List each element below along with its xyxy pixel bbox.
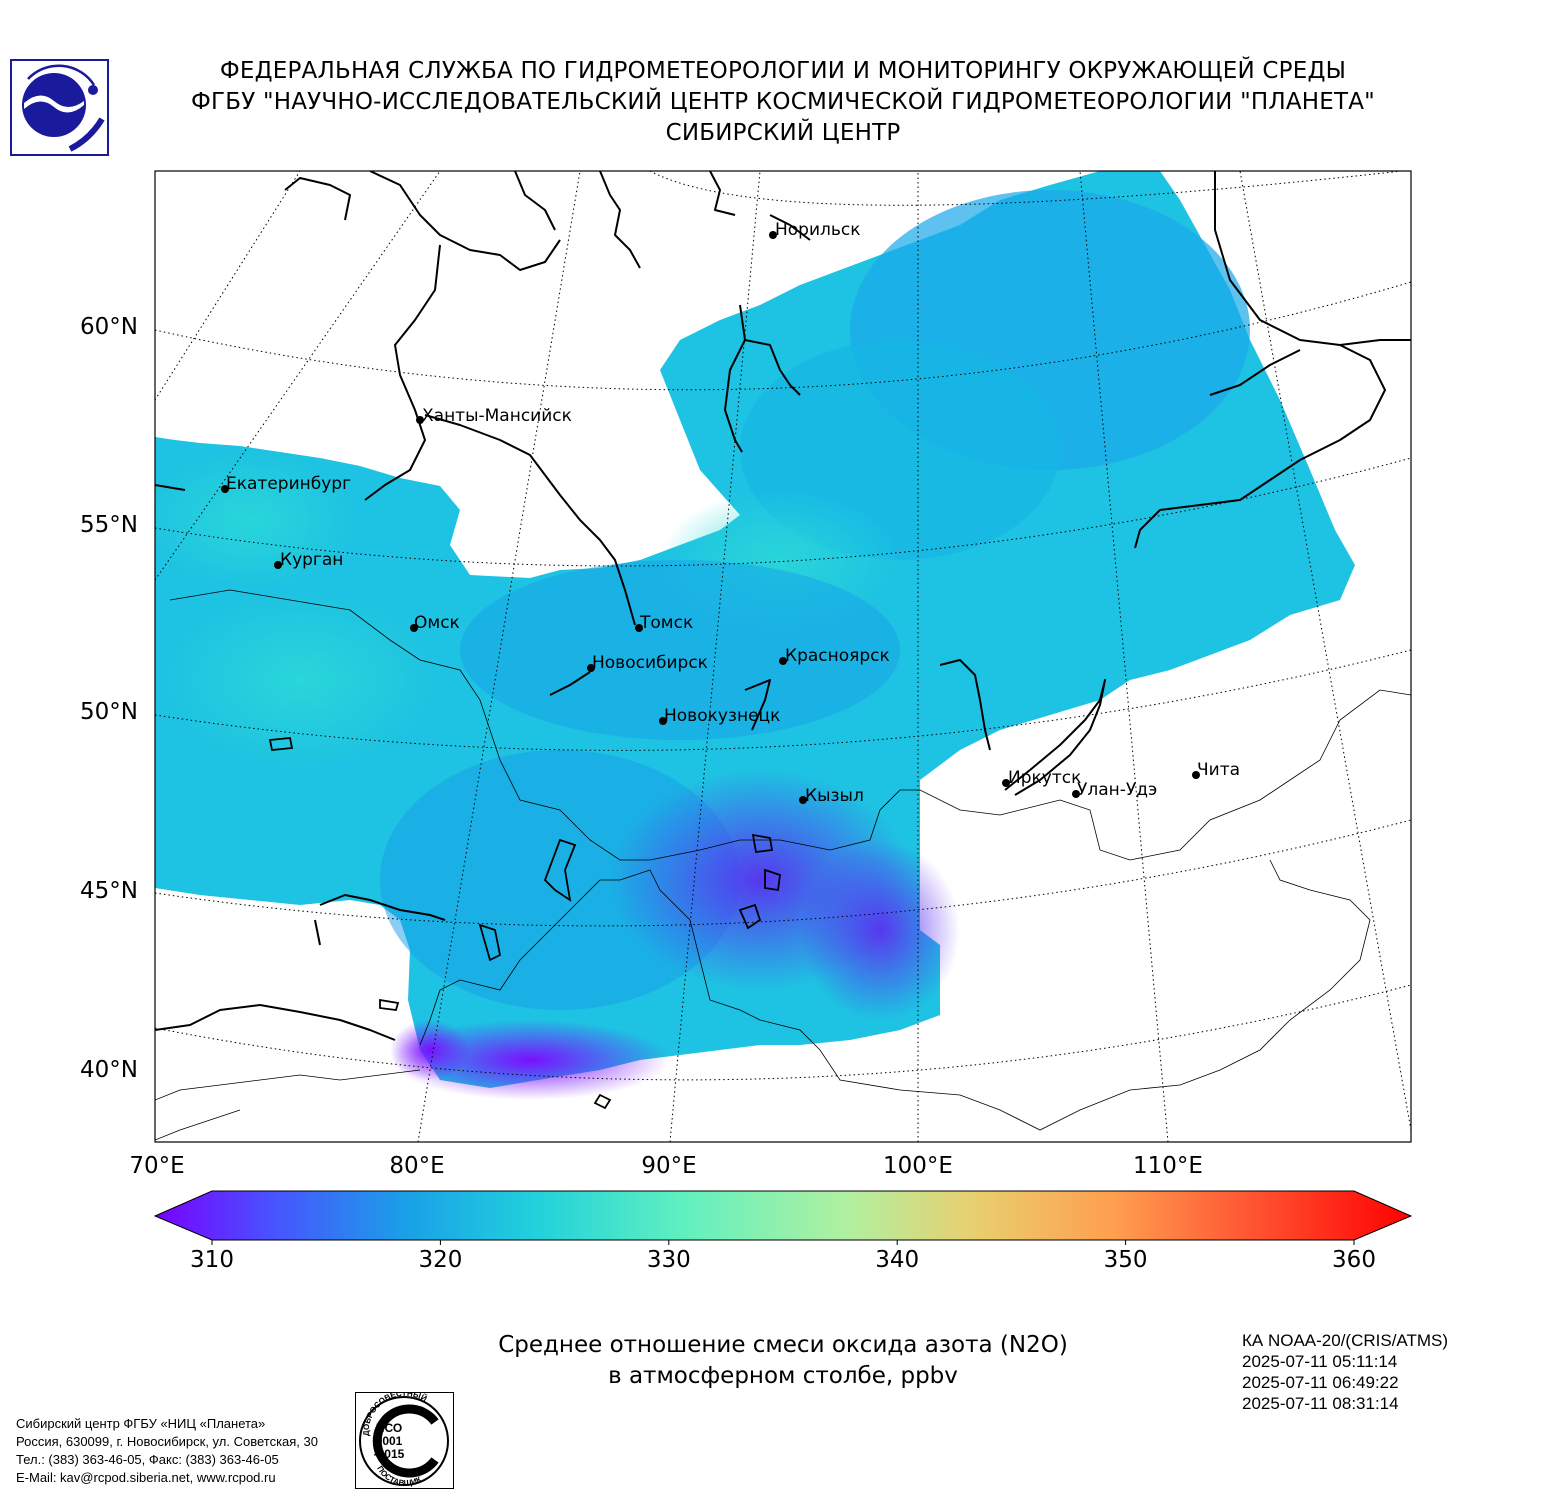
graticule-meridians <box>155 171 1411 1142</box>
caption-line-1: Среднее отношение смеси оксида азота (N2… <box>498 1332 1068 1358</box>
lat-label-40: 40°N <box>80 1057 138 1083</box>
iso-certification-stamp: ДОБРОСОВЕСТНЫЙ ПОСТАВЩИК ИСО 9001 -2015 <box>355 1392 454 1489</box>
city-label-norilsk: Норильск <box>775 220 861 240</box>
city-label-novosibirsk: Новосибирск <box>592 653 708 673</box>
colorbar-tick-label-360: 360 <box>1332 1247 1376 1273</box>
colorbar-tick-label-350: 350 <box>1104 1247 1148 1273</box>
figure-caption: Среднее отношение смеси оксида азота (N2… <box>383 1330 1183 1392</box>
city-markers: Норильск Ханты-Мансийск Екатеринбург Кур… <box>221 220 1240 806</box>
colorbar-tick-label-320: 320 <box>418 1247 462 1273</box>
map-plot-area <box>155 171 1411 1142</box>
iso-line-1: ИСО <box>376 1421 402 1435</box>
map-figure: 60°N 55°N 50°N 45°N 40°N 70°E 80°E 90°E … <box>80 170 1413 1273</box>
city-label-ekaterinburg: Екатеринбург <box>226 474 351 494</box>
lat-label-55: 55°N <box>80 512 138 538</box>
lon-label-110: 110°E <box>1133 1153 1203 1179</box>
lon-label-100: 100°E <box>883 1153 953 1179</box>
satellite-info: КА NOAA-20/(CRIS/ATMS) 2025-07-11 05:11:… <box>1242 1330 1448 1414</box>
map-frame <box>154 170 1412 1143</box>
colorbar-tick-label-310: 310 <box>190 1247 234 1273</box>
lat-label-60: 60°N <box>80 314 138 340</box>
lon-label-70: 70°E <box>129 1153 184 1179</box>
longitude-labels: 70°E 80°E 90°E 100°E 110°E <box>129 1153 1203 1179</box>
iso-line-2: 9001 <box>376 1434 403 1448</box>
satellite-name: КА NOAA-20/(CRIS/ATMS) <box>1242 1331 1449 1350</box>
colorbar-gradient <box>153 1190 1413 1241</box>
city-label-tomsk: Томск <box>639 613 693 633</box>
lakes <box>268 737 781 1110</box>
city-label-omsk: Омск <box>414 613 460 633</box>
contact-info: Сибирский центр ФГБУ «НИЦ «Планета» Росс… <box>16 1415 318 1487</box>
header-line-1: ФЕДЕРАЛЬНАЯ СЛУЖБА ПО ГИДРОМЕТЕОРОЛОГИИ … <box>219 58 1347 84</box>
latitude-labels: 60°N 55°N 50°N 45°N 40°N <box>80 314 138 1083</box>
city-label-novokuznetsk: Новокузнецк <box>664 706 780 726</box>
satellite-time-3: 2025-07-11 08:31:14 <box>1242 1394 1399 1413</box>
colorbar-tick-label-340: 340 <box>875 1247 919 1273</box>
lon-label-90: 90°E <box>641 1153 696 1179</box>
city-label-irkutsk: Иркутск <box>1008 768 1081 788</box>
planeta-logo-icon <box>10 59 109 156</box>
header-title-block: ФЕДЕРАЛЬНАЯ СЛУЖБА ПО ГИДРОМЕТЕОРОЛОГИИ … <box>120 56 1446 149</box>
header-line-3: СИБИРСКИЙ ЦЕНТР <box>665 120 901 146</box>
contact-line-3: Тел.: (383) 363-46-05, Факс: (383) 363-4… <box>16 1452 279 1467</box>
city-label-ulan-ude: Улан-Удэ <box>1077 780 1157 800</box>
city-label-chita: Чита <box>1197 760 1240 780</box>
city-label-kyzyl: Кызыл <box>805 786 864 806</box>
header-line-2: ФГБУ "НАУЧНО-ИССЛЕДОВАТЕЛЬСКИЙ ЦЕНТР КОС… <box>191 89 1375 115</box>
city-label-krasnoyarsk: Красноярск <box>785 646 890 666</box>
contact-line-4: E-Mail: kav@rcpod.siberia.net, www.rcpod… <box>16 1470 276 1485</box>
contact-line-1: Сибирский центр ФГБУ «НИЦ «Планета» <box>16 1416 266 1431</box>
iso-line-3: -2015 <box>374 1447 405 1461</box>
country-borders <box>155 589 1411 1141</box>
colorbar-tick-label-330: 330 <box>647 1247 691 1273</box>
city-label-khanty-mansiysk: Ханты-Мансийск <box>422 406 572 426</box>
satellite-time-2: 2025-07-11 06:49:22 <box>1242 1373 1399 1392</box>
colorbar: 310 320 330 340 350 360 <box>153 1190 1413 1273</box>
coastlines-and-rivers <box>155 171 1411 1041</box>
contact-line-2: Россия, 630099, г. Новосибирск, ул. Сове… <box>16 1434 318 1449</box>
city-label-kurgan: Курган <box>280 550 343 570</box>
satellite-time-1: 2025-07-11 05:11:14 <box>1242 1352 1398 1371</box>
lat-label-45: 45°N <box>80 878 138 904</box>
caption-line-2: в атмосферном столбе, ppbv <box>608 1363 958 1389</box>
lat-label-50: 50°N <box>80 699 138 725</box>
lon-label-80: 80°E <box>389 1153 444 1179</box>
